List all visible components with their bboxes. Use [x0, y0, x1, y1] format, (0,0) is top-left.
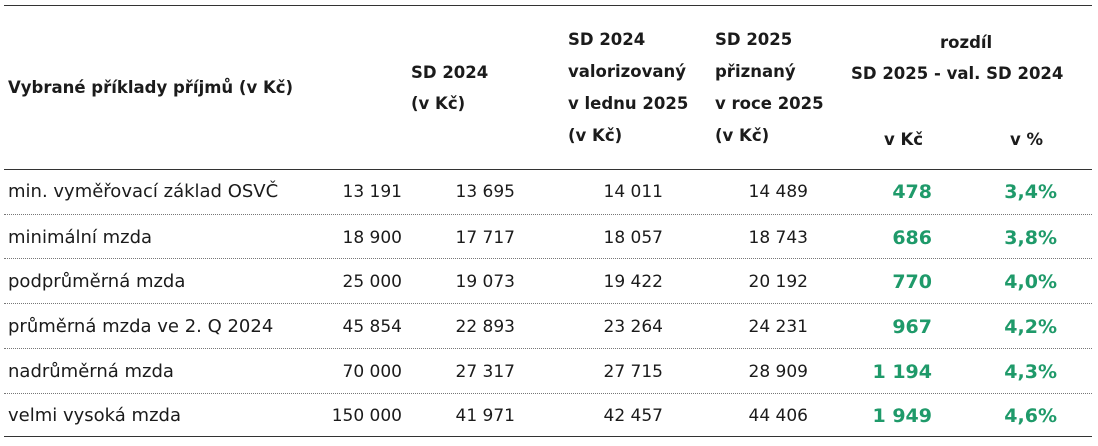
row-diff-kc: 686	[892, 227, 932, 249]
row-sd2024: 22 893	[455, 317, 515, 337]
row-income: 150 000	[331, 406, 402, 426]
row-sd2024: 19 073	[455, 272, 515, 292]
row-label: minimální mzda	[8, 227, 153, 248]
header-diff-pct: v %	[1010, 130, 1044, 149]
row-diff-pct: 4,3%	[1004, 361, 1057, 383]
row-divider	[4, 258, 1092, 259]
row-diff-kc: 770	[892, 271, 932, 293]
header-label-col: Vybrané příklady příjmů (v Kč)	[8, 78, 294, 97]
row-sd2025: 14 489	[748, 182, 808, 202]
bottom-rule	[4, 436, 1092, 437]
row-diff-kc: 1 949	[872, 405, 933, 427]
header-sd2025-line1: SD 2025	[715, 30, 793, 49]
header-sd2025-line3: v roce 2025	[715, 94, 824, 113]
top-rule	[4, 5, 1092, 6]
row-divider	[4, 303, 1092, 304]
row-label: velmi vysoká mzda	[8, 405, 181, 426]
header-sd2024-val-line2: valorizovaný	[568, 62, 687, 81]
row-diff-pct: 4,2%	[1004, 316, 1057, 338]
row-sd2024-val: 14 011	[603, 182, 663, 202]
row-divider	[4, 214, 1092, 215]
header-sd2025-line4: (v Kč)	[715, 126, 770, 145]
row-diff-pct: 4,0%	[1004, 271, 1057, 293]
row-income: 45 854	[342, 317, 402, 337]
row-sd2025: 20 192	[748, 272, 808, 292]
header-diff-kc: v Kč	[884, 130, 924, 149]
row-diff-kc: 478	[892, 181, 932, 203]
row-income: 18 900	[342, 228, 402, 248]
row-sd2024: 13 695	[455, 182, 515, 202]
row-sd2024-val: 19 422	[603, 272, 663, 292]
row-label: průměrná mzda ve 2. Q 2024	[8, 316, 274, 337]
row-sd2025: 24 231	[748, 317, 808, 337]
row-divider	[4, 393, 1092, 394]
header-sd2024-line1: SD 2024	[411, 63, 489, 82]
header-sd2024-val-line4: (v Kč)	[568, 126, 623, 145]
row-sd2024-val: 27 715	[603, 362, 663, 382]
row-diff-kc: 1 194	[872, 361, 933, 383]
row-diff-pct: 4,6%	[1004, 405, 1057, 427]
row-sd2024: 17 717	[455, 228, 515, 248]
row-sd2025: 44 406	[748, 406, 808, 426]
header-diff-sub: SD 2025 - val. SD 2024	[851, 64, 1064, 83]
row-diff-pct: 3,4%	[1004, 181, 1057, 203]
row-diff-kc: 967	[892, 316, 932, 338]
header-rule	[4, 169, 1092, 170]
row-sd2024: 41 971	[455, 406, 515, 426]
row-sd2025: 18 743	[748, 228, 808, 248]
row-income: 13 191	[342, 182, 402, 202]
row-sd2025: 28 909	[748, 362, 808, 382]
row-label: nadrůměrná mzda	[8, 361, 174, 382]
header-sd2025-line2: přiznaný	[715, 62, 796, 81]
row-diff-pct: 3,8%	[1004, 227, 1057, 249]
row-sd2024-val: 23 264	[603, 317, 663, 337]
header-diff-title: rozdíl	[940, 33, 993, 52]
row-income: 25 000	[342, 272, 402, 292]
row-label: min. vyměřovací základ OSVČ	[8, 181, 279, 202]
header-sd2024-line2: (v Kč)	[411, 94, 466, 113]
row-income: 70 000	[342, 362, 402, 382]
header-sd2024-val-line1: SD 2024	[568, 30, 646, 49]
row-sd2024: 27 317	[455, 362, 515, 382]
row-sd2024-val: 18 057	[603, 228, 663, 248]
row-sd2024-val: 42 457	[603, 406, 663, 426]
row-divider	[4, 348, 1092, 349]
row-label: podprůměrná mzda	[8, 271, 186, 292]
header-sd2024-val-line3: v lednu 2025	[568, 94, 689, 113]
